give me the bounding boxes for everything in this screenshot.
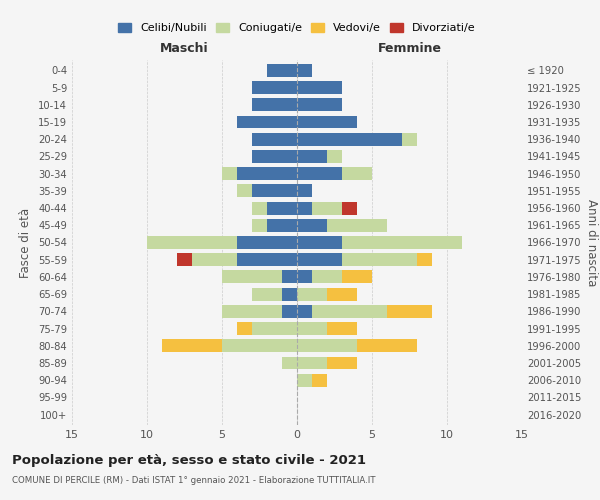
- Bar: [237, 167, 297, 180]
- Bar: [222, 167, 237, 180]
- Bar: [312, 305, 387, 318]
- Bar: [267, 202, 297, 214]
- Bar: [297, 374, 312, 386]
- Bar: [192, 254, 237, 266]
- Bar: [252, 202, 267, 214]
- Bar: [237, 236, 297, 249]
- Bar: [252, 150, 297, 163]
- Bar: [312, 202, 342, 214]
- Bar: [357, 340, 417, 352]
- Bar: [297, 305, 312, 318]
- Bar: [252, 98, 297, 111]
- Bar: [327, 219, 387, 232]
- Bar: [297, 270, 312, 283]
- Bar: [222, 305, 282, 318]
- Bar: [327, 288, 357, 300]
- Bar: [252, 219, 267, 232]
- Text: COMUNE DI PERCILE (RM) - Dati ISTAT 1° gennaio 2021 - Elaborazione TUTTITALIA.IT: COMUNE DI PERCILE (RM) - Dati ISTAT 1° g…: [12, 476, 376, 485]
- Bar: [237, 322, 252, 335]
- Bar: [297, 132, 402, 145]
- Bar: [327, 150, 342, 163]
- Bar: [237, 184, 252, 198]
- Bar: [297, 202, 312, 214]
- Bar: [282, 305, 297, 318]
- Bar: [297, 356, 327, 370]
- Bar: [267, 64, 297, 77]
- Bar: [342, 270, 372, 283]
- Bar: [237, 116, 297, 128]
- Bar: [312, 270, 342, 283]
- Text: Maschi: Maschi: [160, 42, 209, 55]
- Bar: [297, 116, 357, 128]
- Bar: [297, 236, 342, 249]
- Bar: [402, 132, 417, 145]
- Bar: [297, 288, 327, 300]
- Bar: [267, 219, 297, 232]
- Bar: [297, 98, 342, 111]
- Bar: [297, 184, 312, 198]
- Bar: [387, 305, 432, 318]
- Y-axis label: Anni di nascita: Anni di nascita: [585, 199, 598, 286]
- Y-axis label: Fasce di età: Fasce di età: [19, 208, 32, 278]
- Bar: [147, 236, 237, 249]
- Bar: [252, 184, 297, 198]
- Legend: Celibi/Nubili, Coniugati/e, Vedovi/e, Divorziati/e: Celibi/Nubili, Coniugati/e, Vedovi/e, Di…: [114, 18, 480, 38]
- Bar: [177, 254, 192, 266]
- Bar: [282, 270, 297, 283]
- Bar: [297, 64, 312, 77]
- Bar: [297, 167, 342, 180]
- Bar: [252, 81, 297, 94]
- Bar: [222, 340, 297, 352]
- Bar: [282, 356, 297, 370]
- Bar: [312, 374, 327, 386]
- Bar: [162, 340, 222, 352]
- Bar: [327, 356, 357, 370]
- Bar: [252, 322, 297, 335]
- Bar: [342, 202, 357, 214]
- Bar: [222, 270, 282, 283]
- Bar: [342, 236, 462, 249]
- Text: Femmine: Femmine: [377, 42, 442, 55]
- Text: Popolazione per età, sesso e stato civile - 2021: Popolazione per età, sesso e stato civil…: [12, 454, 366, 467]
- Bar: [297, 254, 342, 266]
- Bar: [417, 254, 432, 266]
- Bar: [297, 81, 342, 94]
- Bar: [237, 254, 297, 266]
- Bar: [297, 150, 327, 163]
- Bar: [342, 167, 372, 180]
- Bar: [297, 322, 327, 335]
- Bar: [297, 219, 327, 232]
- Bar: [252, 132, 297, 145]
- Bar: [252, 288, 282, 300]
- Bar: [342, 254, 417, 266]
- Bar: [327, 322, 357, 335]
- Bar: [282, 288, 297, 300]
- Bar: [297, 340, 357, 352]
